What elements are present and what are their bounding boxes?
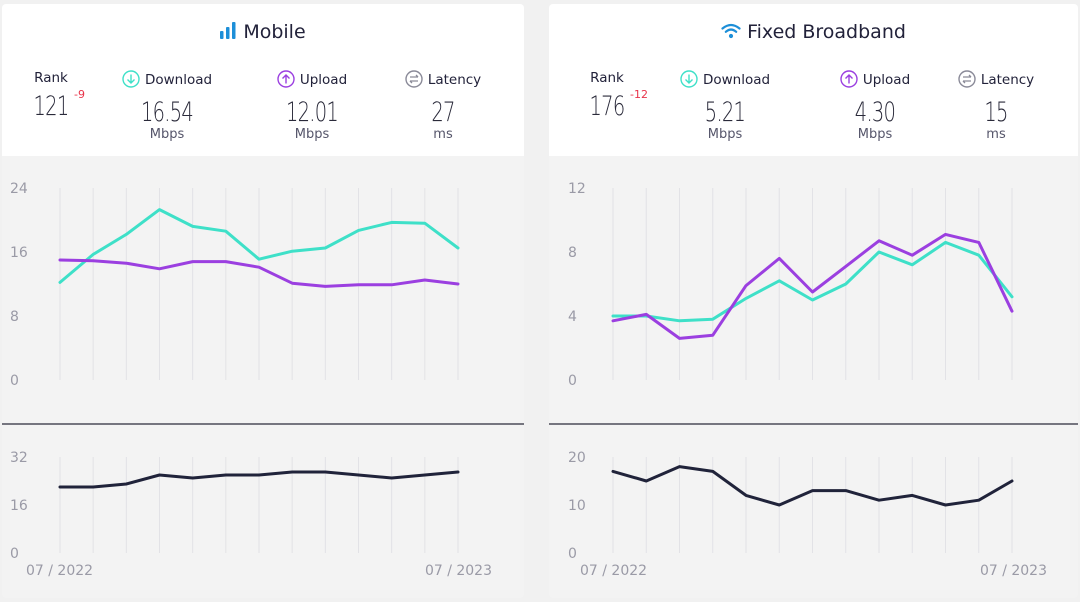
fixed-charts: 0 4 8 12 0 10 20 07 / 2022 07 / 2023: [549, 181, 1078, 579]
y-tick-label: 8: [10, 309, 19, 325]
fixed-panel: Fixed Broadband Rank 176 -12 Download 5.…: [549, 4, 1078, 598]
download-series-line: [611, 240, 1014, 323]
upload-series-line: [611, 232, 1014, 340]
latency-label: Latency: [980, 72, 1035, 88]
mobile-panel: Mobile Rank 121 -9 Download 16.54 Mbps U…: [2, 4, 524, 598]
rank-change: -12: [630, 88, 648, 101]
upload-value: 4.30: [854, 97, 896, 128]
latency-y-ticks: 0 16 32: [10, 450, 28, 562]
y-tick-label: 20: [568, 450, 586, 466]
fixed-upload: Upload 4.30 Mbps: [825, 70, 925, 142]
download-value: 16.54: [140, 97, 194, 128]
download-series-line: [58, 208, 460, 284]
latency-arrows-icon: [405, 70, 423, 92]
download-value: 5.21: [704, 97, 746, 128]
rank-label: Rank: [590, 70, 624, 86]
upload-arrow-icon: [277, 70, 295, 92]
y-tick-label: 0: [568, 373, 577, 389]
mobile-title: Mobile: [2, 21, 524, 44]
x-end-label: 07 / 2023: [980, 563, 1047, 579]
mobile-charts: 0 8 16 24 0 16 32 07 / 2022 07 / 2023: [2, 181, 524, 579]
mobile-download: Download 16.54 Mbps: [112, 70, 222, 142]
upload-unit: Mbps: [294, 127, 330, 142]
latency-lines: [611, 465, 1014, 507]
upload-value: 12.01: [285, 97, 339, 128]
x-start-label: 07 / 2022: [26, 563, 93, 579]
download-unit: Mbps: [149, 127, 185, 142]
download-arrow-icon: [680, 70, 698, 92]
download-label: Download: [702, 72, 771, 88]
upload-arrow-icon: [840, 70, 858, 92]
rank-change: -9: [74, 88, 85, 101]
rank-value: 121: [33, 91, 70, 122]
y-tick-label: 24: [10, 181, 28, 197]
fixed-title: Fixed Broadband: [549, 21, 1078, 44]
latency-unit: ms: [433, 127, 453, 142]
y-tick-label: 16: [10, 498, 28, 514]
latency-value: 15: [984, 97, 1008, 128]
speed-lines: [58, 208, 460, 288]
speed-gridlines: [59, 188, 459, 380]
latency-unit: ms: [986, 127, 1006, 142]
latency-series-line: [611, 465, 1014, 507]
upload-unit: Mbps: [857, 127, 893, 142]
upload-label: Upload: [862, 72, 911, 88]
y-tick-label: 4: [568, 309, 577, 325]
y-tick-label: 16: [10, 245, 28, 261]
wifi-icon: [721, 22, 741, 44]
mobile-summary: Mobile Rank 121 -9 Download 16.54 Mbps U…: [2, 4, 524, 156]
latency-label: Latency: [427, 72, 482, 88]
download-unit: Mbps: [707, 127, 743, 142]
fixed-download: Download 5.21 Mbps: [669, 70, 781, 142]
mobile-latency: Latency 27 ms: [398, 70, 488, 142]
y-tick-label: 0: [10, 546, 19, 562]
latency-y-ticks: 0 10 20: [568, 450, 586, 562]
latency-lines: [58, 470, 460, 489]
y-tick-label: 8: [568, 245, 577, 261]
signal-bars-icon: [220, 22, 237, 44]
y-tick-label: 12: [568, 181, 586, 197]
download-arrow-icon: [122, 70, 140, 92]
speed-y-ticks: 0 4 8 12: [568, 181, 586, 389]
download-label: Download: [144, 72, 213, 88]
x-start-label: 07 / 2022: [580, 563, 647, 579]
latency-gridlines: [59, 457, 459, 553]
y-tick-label: 32: [10, 450, 28, 466]
x-end-label: 07 / 2023: [425, 563, 492, 579]
fixed-rank: Rank 176: [572, 70, 642, 122]
fixed-summary: Fixed Broadband Rank 176 -12 Download 5.…: [549, 4, 1078, 156]
mobile-upload: Upload 12.01 Mbps: [262, 70, 362, 142]
y-tick-label: 0: [10, 373, 19, 389]
mobile-rank: Rank 121: [16, 70, 86, 122]
rank-value: 176: [589, 91, 626, 122]
speed-lines: [611, 232, 1014, 340]
latency-value: 27: [431, 97, 455, 128]
upload-series-line: [58, 258, 460, 288]
y-tick-label: 10: [568, 498, 586, 514]
fixed-latency: Latency 15 ms: [951, 70, 1041, 142]
fixed-title-text: Fixed Broadband: [747, 21, 906, 43]
speed-y-ticks: 0 8 16 24: [10, 181, 28, 389]
mobile-title-text: Mobile: [243, 21, 306, 43]
latency-series-line: [58, 470, 460, 489]
y-tick-label: 0: [568, 546, 577, 562]
upload-label: Upload: [299, 72, 348, 88]
latency-arrows-icon: [958, 70, 976, 92]
speed-gridlines: [612, 188, 1013, 380]
rank-label: Rank: [34, 70, 68, 86]
